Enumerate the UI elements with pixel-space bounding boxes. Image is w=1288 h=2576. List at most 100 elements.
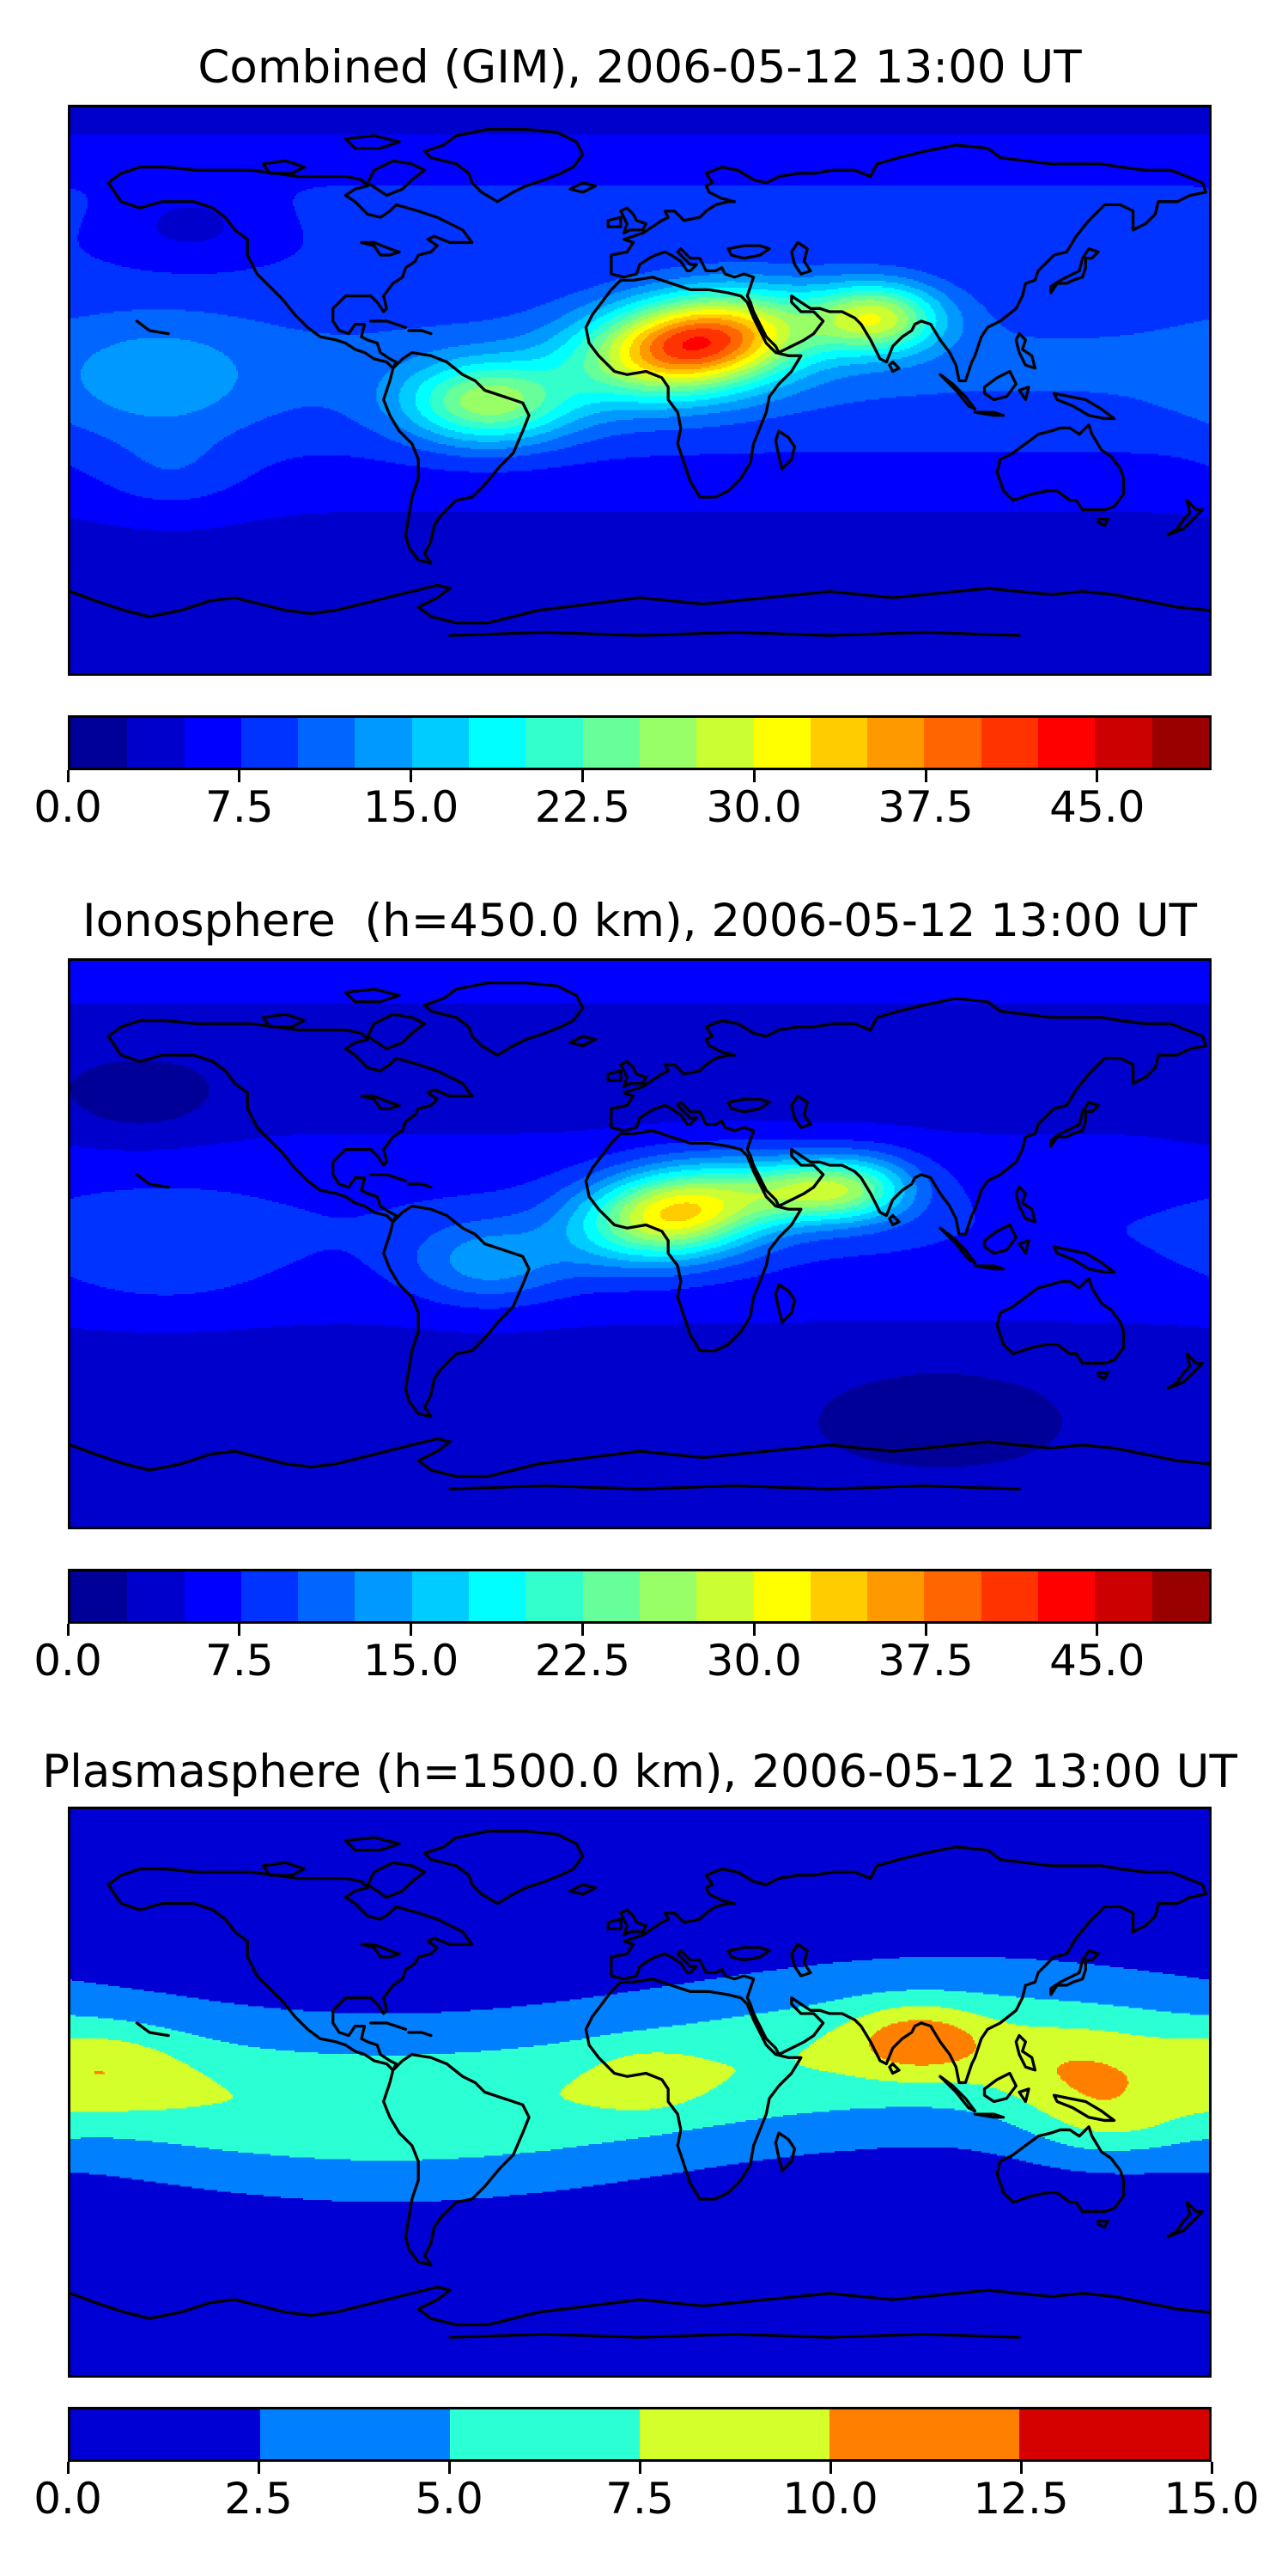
colorbar-segment [70, 718, 128, 768]
colorbar-tick [66, 1624, 70, 1636]
colorbar-segment [1151, 1571, 1209, 1621]
colorbar-segment [1038, 718, 1096, 768]
colorbar-segment [298, 718, 355, 768]
colorbar-tick-label: 2.5 [224, 2474, 293, 2524]
colorbar-tick-label: 15.0 [362, 782, 459, 832]
panel-title: Combined (GIM), 2006-05-12 13:00 UT [197, 41, 1082, 94]
colorbar-segment [70, 2409, 260, 2459]
colorbar-tick [1019, 2462, 1023, 2474]
colorbar-segment [924, 718, 981, 768]
colorbar-segment [1095, 1571, 1152, 1621]
colorbar-tick-label: 30.0 [706, 1636, 802, 1686]
colorbar-segment [298, 1571, 355, 1621]
colorbar-segment [1151, 718, 1209, 768]
colorbar-tick-label: 22.5 [534, 782, 631, 832]
colorbar-tick [924, 770, 927, 782]
colorbar-segment [526, 1571, 583, 1621]
colorbar-segment [981, 718, 1039, 768]
colorbar-segment [1019, 2409, 1209, 2459]
panel-ionosphere: Ionosphere (h=450.0 km), 2006-05-12 13:0… [0, 854, 1288, 1705]
colorbar-tick-label: 0.0 [33, 1636, 102, 1686]
colorbar-segment [355, 1571, 412, 1621]
colorbar-segment [981, 1571, 1039, 1621]
panel-title: Plasmasphere (h=1500.0 km), 2006-05-12 1… [42, 1746, 1237, 1798]
colorbar-tick [924, 1624, 927, 1636]
colorbar-tick-label: 5.0 [415, 2474, 483, 2524]
coastline-overlay [70, 981, 1209, 1491]
world-map-plasmasphere [68, 1807, 1212, 2378]
colorbar-segment [1038, 1571, 1096, 1621]
colorbar-segment [127, 1571, 185, 1621]
colorbar-tick [257, 2462, 260, 2474]
colorbar-segment [411, 718, 470, 768]
colorbar [68, 715, 1212, 770]
panel-combined-gim: Combined (GIM), 2006-05-12 13:00 UT 0.0 7… [0, 0, 1288, 852]
colorbar-segment [240, 1571, 299, 1621]
coastline-overlay [70, 1829, 1209, 2339]
colorbar-tick [1096, 1624, 1099, 1636]
colorbar [68, 2407, 1212, 2462]
colorbar-segment [696, 1571, 754, 1621]
coastline-path [70, 127, 1209, 637]
panel-plasmasphere: Plasmasphere (h=1500.0 km), 2006-05-12 1… [0, 1704, 1288, 2556]
colorbar-tick [238, 1624, 241, 1636]
colorbar-tick-label: 0.0 [33, 2474, 102, 2524]
colorbar-tick [66, 770, 70, 782]
colorbar-segment [582, 718, 640, 768]
colorbar-segment [184, 718, 241, 768]
colorbar-tick [447, 2462, 451, 2474]
colorbar-tick-label: 37.5 [878, 782, 974, 832]
colorbar-segment [1095, 718, 1152, 768]
colorbar-segment [127, 718, 185, 768]
colorbar-segment [240, 718, 299, 768]
colorbar-tick-label: 0.0 [33, 782, 102, 832]
colorbar-segment [640, 2409, 829, 2459]
world-map-combined [68, 105, 1212, 676]
colorbar-segment [526, 718, 583, 768]
colorbar-segment [450, 2409, 640, 2459]
colorbar-tick-label: 7.5 [605, 2474, 674, 2524]
colorbar-segment [469, 718, 526, 768]
colorbar-tick-label: 45.0 [1049, 1636, 1145, 1686]
colorbar-segment [639, 718, 697, 768]
world-map-ionosphere [68, 958, 1212, 1529]
colorbar-tick-label: 12.5 [973, 2474, 1069, 2524]
colorbar-tick [580, 770, 584, 782]
colorbar-tick [580, 1624, 584, 1636]
colorbar-segment [639, 1571, 697, 1621]
colorbar-tick [1096, 770, 1099, 782]
panel-title: Ionosphere (h=450.0 km), 2006-05-12 13:0… [82, 895, 1197, 947]
colorbar-tick-label: 15.0 [362, 1636, 459, 1686]
colorbar-tick [238, 770, 241, 782]
colorbar-segment [260, 2409, 450, 2459]
coastline-overlay [70, 127, 1209, 637]
colorbar-tick-label: 30.0 [706, 782, 802, 832]
colorbar-tick-label: 15.0 [1163, 2474, 1260, 2524]
colorbar-tick-label: 7.5 [205, 1636, 274, 1686]
colorbar-segment [411, 1571, 470, 1621]
colorbar-segment [355, 718, 412, 768]
colorbar-tick [752, 1624, 756, 1636]
colorbar-segment [582, 1571, 640, 1621]
colorbar-segment [753, 1571, 811, 1621]
colorbar-tick [1210, 2462, 1213, 2474]
colorbar-segment [867, 1571, 925, 1621]
colorbar-tick-label: 45.0 [1049, 782, 1145, 832]
colorbar-tick [638, 2462, 641, 2474]
colorbar-tick [829, 2462, 832, 2474]
colorbar-segment [696, 718, 754, 768]
colorbar-segment [184, 1571, 241, 1621]
coastline-path [70, 981, 1209, 1491]
colorbar-segment [829, 2409, 1019, 2459]
colorbar-tick [752, 770, 756, 782]
colorbar-tick-label: 37.5 [878, 1636, 974, 1686]
colorbar-tick-label: 22.5 [534, 1636, 631, 1686]
colorbar-segment [924, 1571, 981, 1621]
colorbar-tick [410, 770, 413, 782]
colorbar-segment [70, 1571, 128, 1621]
colorbar-tick [66, 2462, 70, 2474]
colorbar-tick-label: 7.5 [205, 782, 274, 832]
colorbar-segment [810, 718, 868, 768]
colorbar-tick [410, 1624, 413, 1636]
